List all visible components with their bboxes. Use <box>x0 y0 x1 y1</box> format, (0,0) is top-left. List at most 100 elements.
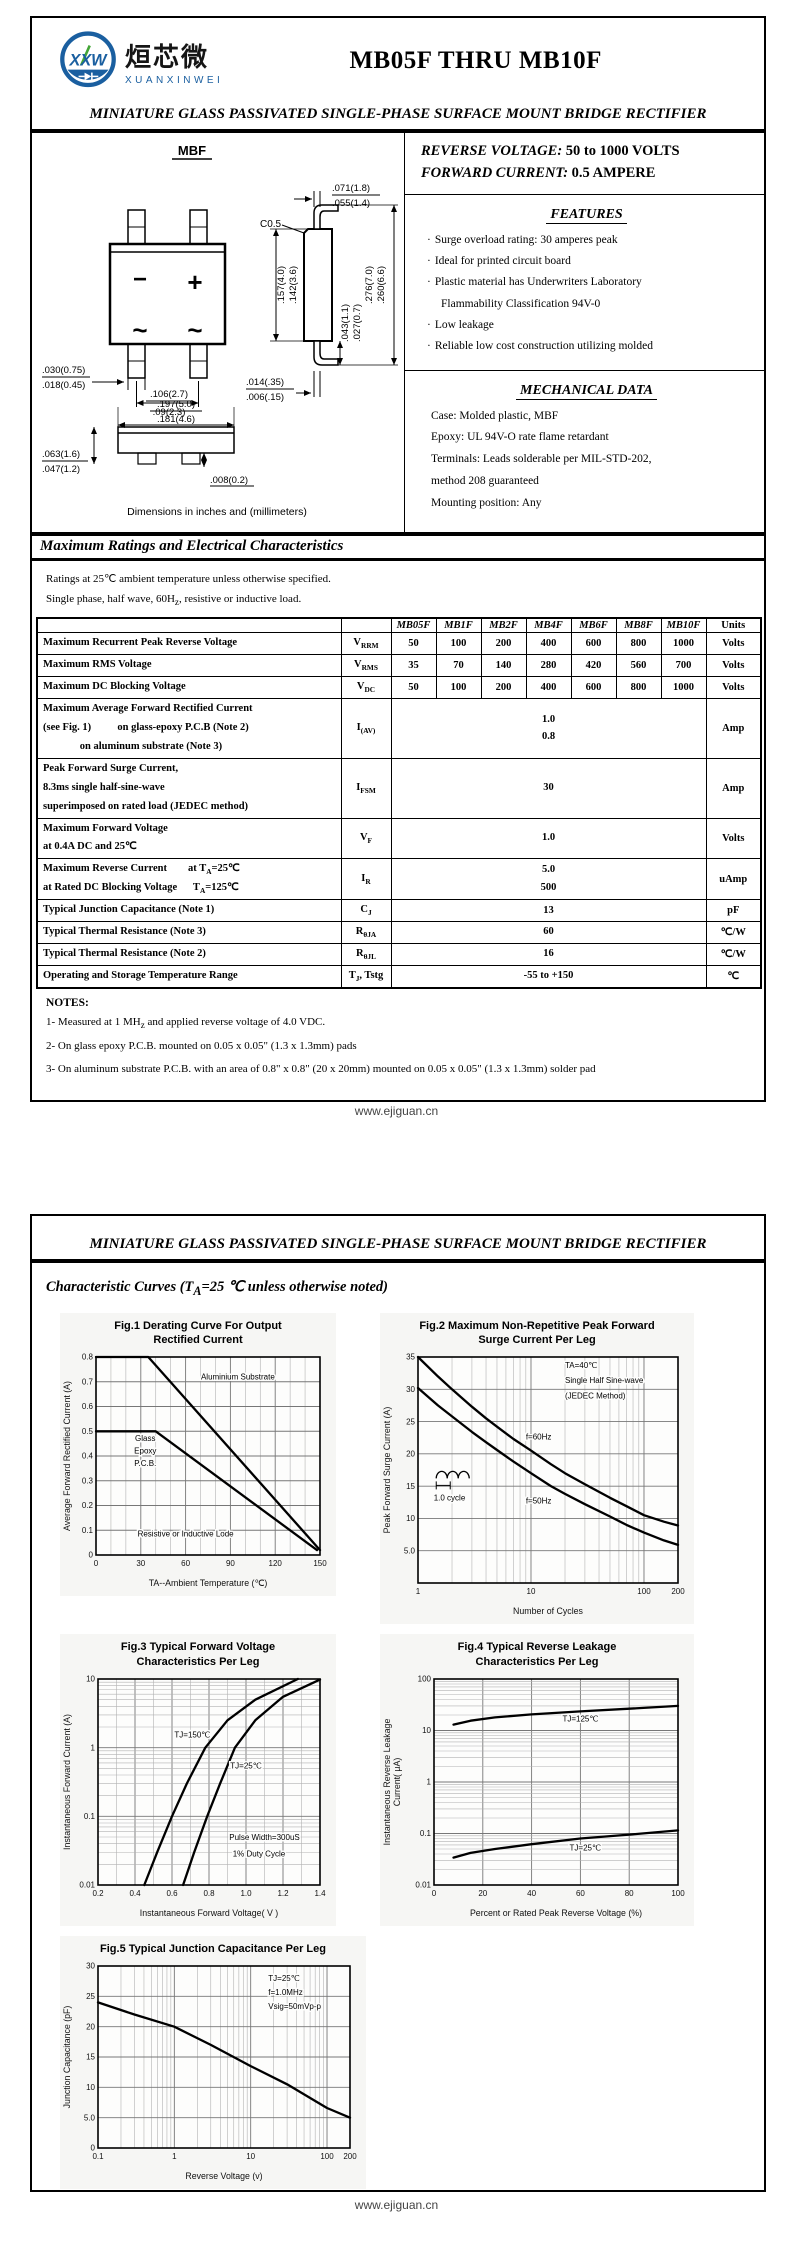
value-cell-merged: 30 <box>390 757 707 819</box>
param-line: (see Fig. 1) on glass-epoxy P.C.B (Note … <box>43 722 249 734</box>
forward-current-value: 0.5 AMPERE <box>571 165 656 182</box>
part-column-header: MB6F <box>570 618 617 634</box>
fig2-chart-title: Fig.2 Maximum Non-Repetitive Peak Forwar… <box>419 1319 655 1347</box>
svg-text:P.C.B.: P.C.B. <box>134 1459 156 1468</box>
table-row: Typical Thermal Resistance (Note 2) RθJL 1… <box>36 942 762 966</box>
features-title: FEATURES <box>546 206 627 224</box>
svg-text:TJ=25℃: TJ=25℃ <box>230 1761 261 1770</box>
svg-text:20: 20 <box>406 1450 415 1459</box>
svg-text:20: 20 <box>478 1889 487 1898</box>
svg-text:Epoxy: Epoxy <box>134 1447 156 1456</box>
symbol-cell: IR <box>340 858 392 901</box>
svg-text:Average Forward Rectified Curr: Average Forward Rectified Current (A) <box>62 1381 72 1531</box>
value-cell: 400 <box>525 676 572 700</box>
svg-text:0.6: 0.6 <box>166 1889 178 1898</box>
table-row: Maximum Reverse Current at TA=25℃ at Rate… <box>36 858 762 901</box>
svg-text:30: 30 <box>136 1559 145 1568</box>
svg-text:100: 100 <box>418 1675 432 1684</box>
page-2: MINIATURE GLASS PASSIVATED SINGLE-PHASE … <box>30 1214 766 2192</box>
unit-cell: Volts <box>705 654 762 678</box>
svg-text:0.01: 0.01 <box>415 1881 431 1890</box>
feature-text: Flammability Classification 94V-0 <box>441 297 601 310</box>
svg-text:60: 60 <box>181 1559 190 1568</box>
package-body-bottom-view <box>117 426 235 454</box>
page1-footer: www.ejiguan.cn <box>354 1104 439 1118</box>
svg-text:0: 0 <box>432 1889 437 1898</box>
param-line: 8.3ms single half-sine-wave <box>43 781 165 793</box>
dim-lead-thickness-min: .006(.15) <box>246 392 284 403</box>
svg-text:(JEDEC Method): (JEDEC Method) <box>565 1392 626 1401</box>
unit-cell: uAmp <box>705 858 762 901</box>
bullet-glyph: · <box>427 276 431 289</box>
fig3-chart-plot: 0.2 0.4 0.6 0.8 1.0 1.2 1.4 0.01 0.1 1 10 TJ=150℃ TJ… <box>62 1675 326 1918</box>
condition-line: Single phase, half wave, 60Hz, resistive… <box>46 592 302 607</box>
svg-text:10: 10 <box>86 1675 95 1684</box>
svg-text:100: 100 <box>320 2152 334 2161</box>
svg-text:200: 200 <box>671 1587 685 1596</box>
value-line: 5.0 <box>541 864 556 876</box>
value-cell-merged: 16 <box>390 942 707 966</box>
dim-total-height-max: .276(7.0) <box>364 266 375 304</box>
mechanical-line: Case: Molded plastic, MBF <box>431 409 559 422</box>
svg-text:0: 0 <box>89 1551 94 1560</box>
value-cell-merged: 13 <box>390 899 707 922</box>
bullet-glyph: · <box>427 319 431 331</box>
value-line: 60 <box>543 926 554 938</box>
svg-text:0.1: 0.1 <box>92 2152 104 2161</box>
value-cell: 50 <box>390 632 437 656</box>
value-line: 30 <box>543 782 554 794</box>
svg-text:100: 100 <box>637 1587 651 1596</box>
notes-list: 1- Measured at 1 MHz and applied reverse… <box>46 1011 750 1082</box>
dim-body-height-max: .157(4.0) <box>276 266 287 304</box>
value-cell: 140 <box>480 654 527 678</box>
mechanical-line: Mounting position: Any <box>431 496 542 509</box>
value-cell: 1000 <box>660 676 707 700</box>
param-cell: Maximum Recurrent Peak Reverse Voltage <box>36 632 342 656</box>
svg-text:Single Half Sine-wave: Single Half Sine-wave <box>565 1376 644 1385</box>
package-body-top-view <box>108 242 227 346</box>
symbol-cell: IFSM <box>340 757 392 819</box>
package-drawing-svg: MBF − + ~ ~ .030 <box>42 143 398 518</box>
param-line: superimposed on rated load (JEDEC method… <box>43 800 249 812</box>
dim-pitch-max: .106(2.7) <box>150 389 188 400</box>
svg-text:Pulse Width=300uS: Pulse Width=300uS <box>229 1833 300 1842</box>
svg-text:Peak Forward Surge Current (A): Peak Forward Surge Current (A) <box>382 1407 392 1534</box>
value-cell: 800 <box>615 632 662 656</box>
feature-item: Flammability Classification 94V-0 <box>415 294 758 315</box>
value-cell: 420 <box>570 654 617 678</box>
brand-logo: XXW 烜芯微 XUANXINWEI <box>58 31 223 91</box>
value-cell: 100 <box>435 676 482 700</box>
svg-text:TJ=150℃: TJ=150℃ <box>174 1731 210 1740</box>
svg-text:0.2: 0.2 <box>82 1502 94 1511</box>
table-row: Maximum DC Blocking Voltage VDC 50 100 200 40… <box>36 676 762 700</box>
symbol-cell: TJ, Tstg <box>340 964 392 989</box>
fig1-chart: Fig.1 Derating Curve For Output Rectified… <box>60 1312 336 1597</box>
svg-text:Percent or Rated Peak Reverse: Percent or Rated Peak Reverse Voltage (%… <box>470 1908 642 1918</box>
svg-text:Resistive or Inductive Lode: Resistive or Inductive Lode <box>138 1530 235 1539</box>
summary-box: REVERSE VOLTAGE: 50 to 1000 VOLTS FORWAR… <box>405 133 764 195</box>
plus-terminal-label: + <box>187 267 202 297</box>
ac-terminal-label-1: ~ <box>132 315 147 345</box>
value-cell-merged: -55 to +150 <box>390 964 707 989</box>
svg-text:1: 1 <box>427 1778 432 1787</box>
value-line: 1.0 <box>541 832 556 844</box>
bullet-glyph: · <box>427 255 431 268</box>
svg-text:f=60Hz: f=60Hz <box>526 1433 552 1442</box>
param-cell: Maximum Average Forward Rectified Curren… <box>36 698 342 759</box>
value-cell: 50 <box>390 676 437 700</box>
ac-terminal-label-2: ~ <box>187 315 202 345</box>
symbol-cell: CJ <box>340 899 392 922</box>
reverse-voltage-label: REVERSE VOLTAGE: <box>421 143 563 159</box>
svg-text:10: 10 <box>86 2083 95 2092</box>
features-section: FEATURES · Surge overload rating: 30 ampe… <box>405 195 764 371</box>
table-header-row: MB05F MB1F MB2F MB4F MB6F MB8F MB10F Units <box>36 618 762 634</box>
dim-seating: .008(0.2) <box>210 475 248 486</box>
chart-row-3: Fig.5 Typical Junction Capacitance Per L… <box>32 1936 764 2190</box>
svg-text:Aluminium Substrate: Aluminium Substrate <box>201 1373 275 1382</box>
ratings-conditions: Ratings at 25℃ ambient temperature unles… <box>32 561 764 617</box>
svg-text:f=50Hz: f=50Hz <box>526 1497 552 1506</box>
value-cell: 600 <box>570 676 617 700</box>
mechanical-line: Epoxy: UL 94V-O rate flame retardant <box>431 431 609 444</box>
value-line: 0.8 <box>541 731 556 743</box>
unit-cell: Amp <box>705 698 762 759</box>
